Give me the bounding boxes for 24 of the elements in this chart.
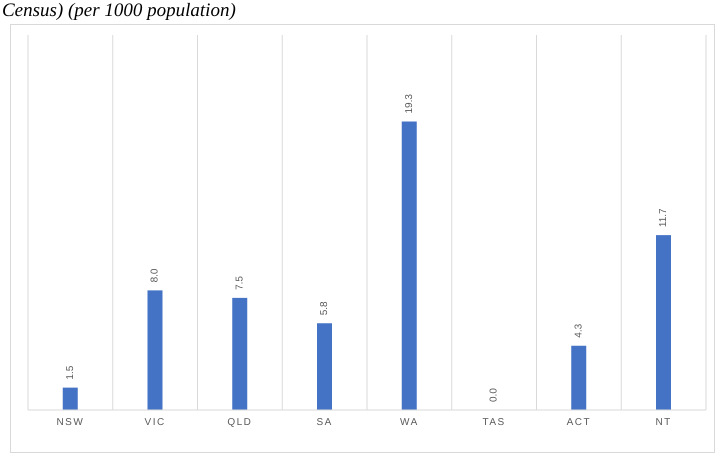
bar	[571, 346, 586, 410]
data-label: 1.5	[64, 365, 76, 380]
bar	[656, 235, 671, 410]
x-tick-label: NT	[655, 417, 672, 428]
bar	[148, 290, 162, 410]
bar	[402, 122, 417, 410]
data-label: 19.3	[404, 94, 415, 114]
x-tick-label: QLD	[227, 417, 252, 428]
bar	[232, 298, 248, 410]
data-label: 8.0	[150, 268, 161, 282]
x-tick-label: TAS	[482, 417, 506, 428]
bar	[62, 388, 78, 410]
chart-title: Census) (per 1000 population)	[1, 0, 237, 22]
x-tick-label: WA	[400, 417, 419, 428]
data-label: 0.0	[488, 388, 500, 402]
x-tick-label: SA	[316, 417, 333, 428]
x-tick-label: ACT	[566, 417, 592, 428]
data-label: 11.7	[658, 208, 670, 228]
x-tick-label: VIC	[144, 417, 166, 428]
bar	[317, 323, 332, 410]
x-tick-label: NSW	[56, 417, 84, 428]
data-label: 4.3	[573, 323, 584, 338]
data-label: 7.5	[234, 276, 246, 290]
data-label: 5.8	[319, 300, 330, 316]
